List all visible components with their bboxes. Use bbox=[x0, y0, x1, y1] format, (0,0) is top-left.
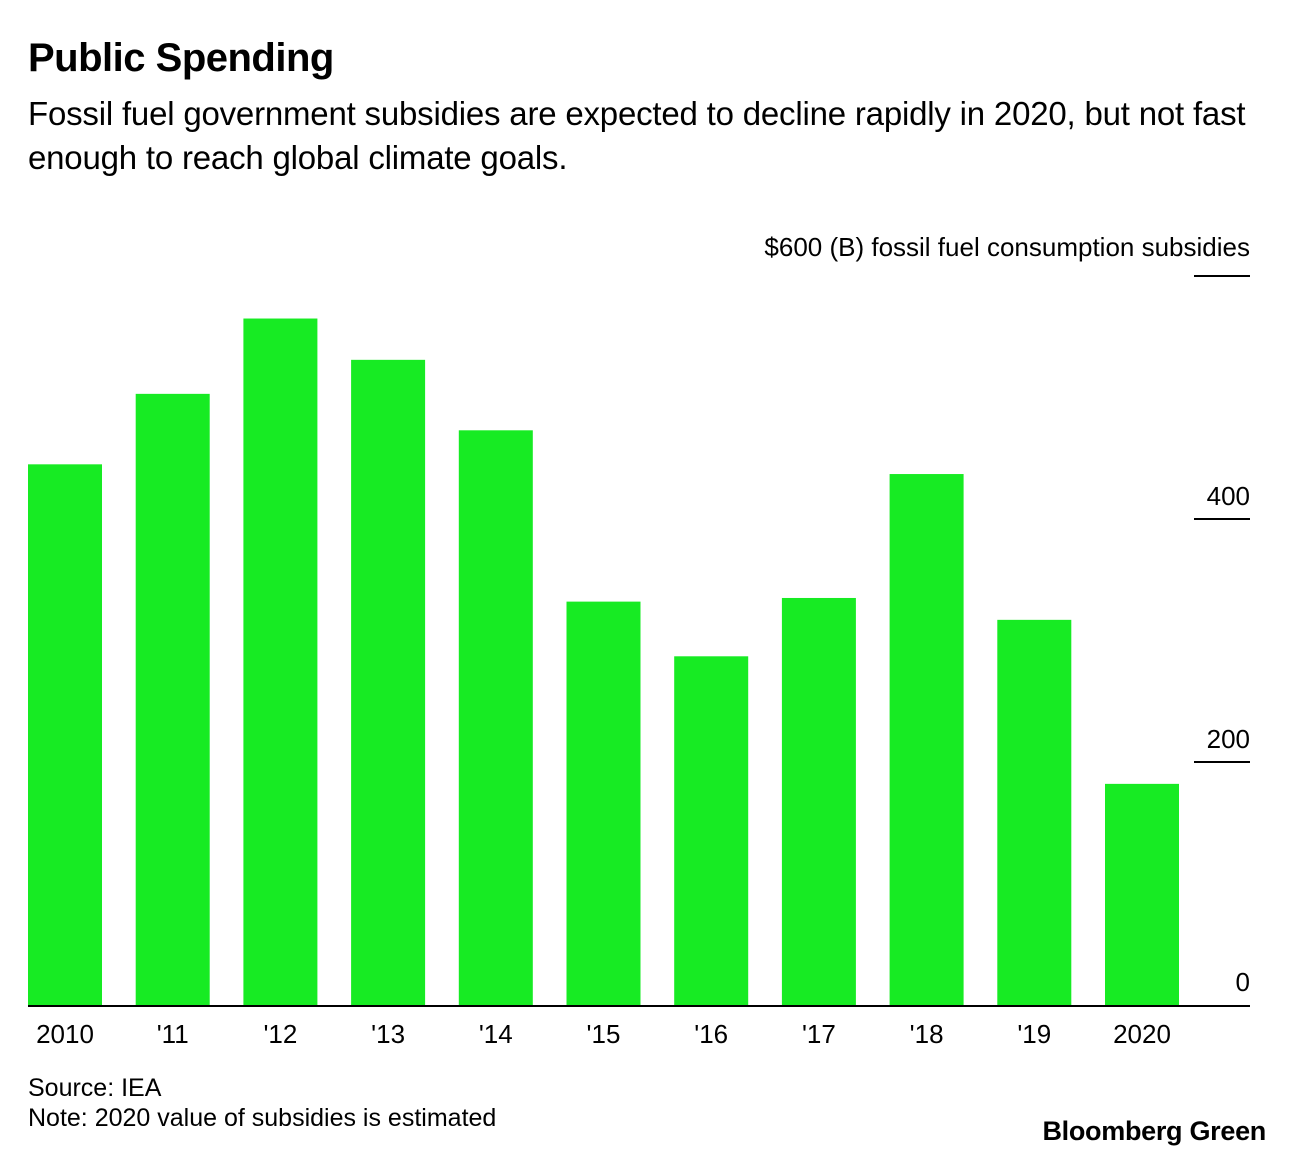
x-tick-label: 2010 bbox=[36, 1019, 94, 1049]
x-tick-label: '12 bbox=[263, 1019, 297, 1049]
x-tick-label: '14 bbox=[479, 1019, 513, 1049]
bar-12 bbox=[243, 318, 318, 1005]
x-tick-label: '18 bbox=[910, 1019, 944, 1049]
bar-16 bbox=[674, 656, 749, 1005]
y-axis-unit-label: $600 (B) fossil fuel consumption subsidi… bbox=[764, 232, 1250, 262]
bar-11 bbox=[135, 393, 210, 1006]
brand-logo: Bloomberg Green bbox=[1042, 1116, 1266, 1146]
x-tick-label: '13 bbox=[371, 1019, 405, 1049]
y-tick-label: 400 bbox=[1207, 481, 1250, 511]
y-tick-label: 0 bbox=[1236, 967, 1250, 997]
bars-group bbox=[28, 318, 1179, 1006]
y-axis: 0 200 400 bbox=[1194, 275, 1250, 997]
x-tick-label: 2020 bbox=[1113, 1019, 1171, 1049]
x-tick-label: '15 bbox=[587, 1019, 621, 1049]
footnote: Note: 2020 value of subsidies is estimat… bbox=[28, 1104, 497, 1132]
bar-19 bbox=[997, 619, 1072, 1005]
bar-2010 bbox=[28, 464, 102, 1005]
bar-18 bbox=[889, 474, 964, 1005]
bar-17 bbox=[781, 597, 856, 1005]
x-tick-label: '19 bbox=[1017, 1019, 1051, 1049]
bar-2020 bbox=[1105, 783, 1179, 1005]
y-tick-label: 200 bbox=[1207, 724, 1250, 754]
x-tick-label: '11 bbox=[157, 1019, 189, 1049]
chart-title: Public Spending bbox=[28, 36, 334, 80]
x-axis: 2010 '11 '12 '13 '14 '15 '16 '17 '18 '19 2020 bbox=[28, 1005, 1250, 1049]
source-note: Source: IEA bbox=[28, 1074, 162, 1102]
bar-15 bbox=[566, 601, 641, 1005]
chart-subtitle: Fossil fuel government subsidies are exp… bbox=[28, 95, 1246, 176]
x-tick-label: '16 bbox=[694, 1019, 728, 1049]
bar-13 bbox=[351, 359, 426, 1006]
x-tick-label: '17 bbox=[802, 1019, 836, 1049]
bar-14 bbox=[458, 430, 533, 1005]
